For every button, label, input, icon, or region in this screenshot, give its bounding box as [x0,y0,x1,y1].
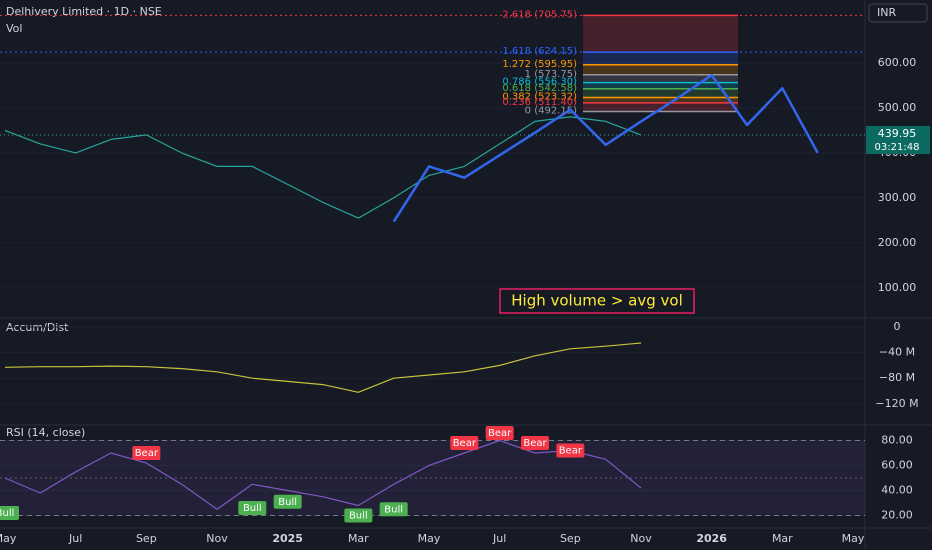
fib-label: 0 (492.15) [525,105,577,116]
signal-badge [238,501,267,515]
fib-band [583,15,738,53]
fib-band [583,97,738,103]
signal-badge [485,426,514,440]
fib-band [583,88,738,98]
fib-label: 1 (573.75) [525,69,577,80]
signal-badge [556,443,585,458]
signal-label: Bear [523,438,547,449]
pane-title: Accum/Dist [6,321,69,334]
fib-label: 0.786 (556.30) [502,77,577,88]
y-tick-label: −120 M [875,397,918,410]
fib-label: 0.618 (542.58) [502,83,577,94]
x-tick-label: Sep [136,532,157,545]
y-tick-label: 300.00 [878,191,917,204]
y-tick-label: 100.00 [878,281,917,294]
fib-band [583,82,738,89]
y-tick-label: −40 M [879,346,915,359]
volume-label: Vol [6,22,22,35]
y-tick-label: 60.00 [881,459,913,472]
signal-label: Bull [384,504,403,515]
y-tick-label: 20.00 [881,509,913,522]
signal-badge [132,446,161,460]
signal-label: Bear [488,428,512,439]
annotation: High volume > avg vol [511,292,683,310]
signal-label: Bull [349,511,368,522]
x-tick-label: 2025 [272,532,303,545]
x-tick-label: Sep [560,532,581,545]
x-tick-label: Mar [772,532,793,545]
y-tick-label: 200.00 [878,236,917,249]
x-tick-label: May [0,532,17,545]
fib-label: 1.618 (624.15) [502,46,577,57]
currency-box [868,3,928,23]
x-tick-label: Jul [492,532,506,545]
y-tick-label: −80 M [879,371,915,384]
fib-label: 0.236 (511.40) [502,97,577,108]
signal-badge [379,502,408,517]
x-tick-label: Nov [630,532,652,545]
series-line [4,116,642,219]
currency: INR [877,6,896,19]
x-tick-label: 2026 [696,532,727,545]
signal-badge [344,508,373,523]
series-line [4,342,642,393]
signal-label: Bull [278,497,297,508]
fib-label: 0.382 (523.32) [502,91,577,102]
signal-badge [273,494,302,509]
projection-line [392,73,819,223]
y-tick-label: 600.00 [878,56,917,69]
chart-title: Delhivery Limited · 1D · NSE [6,5,162,18]
fib-band [583,102,738,112]
series-line [4,439,642,510]
signal-label: Bull [0,508,14,519]
x-tick-label: May [842,532,865,545]
fib-band [583,52,738,65]
signal-label: Bear [135,448,159,459]
last-price-box [866,125,930,154]
fib-band [583,64,738,75]
signal-badge [0,506,19,520]
signal-badge [450,436,479,450]
x-tick-label: May [418,532,441,545]
last-price: 439.95 [878,127,917,140]
x-tick-label: Nov [206,532,228,545]
annotation-box [499,288,695,314]
signal-label: Bear [453,438,477,449]
fib-band [583,74,738,83]
signal-label: Bear [559,446,583,457]
countdown: 03:21:48 [875,142,920,153]
fib-label: 1.272 (595.95) [502,59,577,70]
fib-label: 2.618 (705.75) [502,9,577,20]
y-tick-label: 0 [894,320,901,333]
x-tick-label: Jul [68,532,82,545]
signal-badge [521,436,549,450]
x-tick-label: Mar [348,532,369,545]
y-tick-label: 40.00 [881,484,913,497]
signal-label: Bull [243,503,262,514]
y-tick-label: 500.00 [878,101,917,114]
y-tick-label: 80.00 [881,434,913,447]
pane-title: RSI (14, close) [6,426,85,439]
